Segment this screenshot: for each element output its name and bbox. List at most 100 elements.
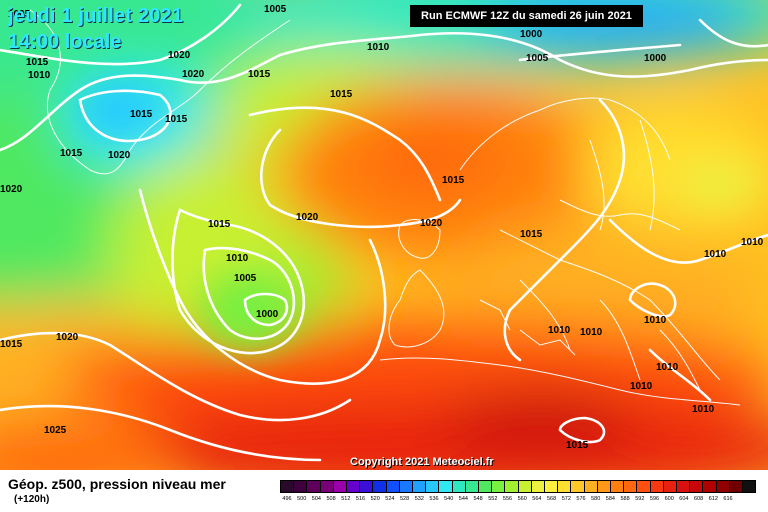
scale-tick-label: 580 (591, 496, 601, 502)
scale-swatch (557, 480, 572, 493)
isobar-label: 1010 (656, 362, 679, 373)
isobar-label: 1015 (442, 175, 465, 186)
isobar-label: 1015 (208, 219, 231, 230)
scale-tick-label: 496 (282, 496, 292, 502)
scale-swatch (636, 480, 651, 493)
isobar-label: 1015 (0, 339, 23, 350)
isobar-label: 1015 (26, 57, 49, 68)
scale-swatch (293, 480, 308, 493)
scale-swatch (385, 480, 400, 493)
isobar-label: 1015 (130, 109, 153, 120)
isobar-label: 1015 (330, 89, 353, 100)
scale-tick-label: 548 (473, 496, 483, 502)
isobar-label: 1010 (692, 404, 715, 415)
scale-tick-label: 528 (400, 496, 410, 502)
scale-tick-label: 532 (414, 496, 424, 502)
isobar-label: 1005 (8, 9, 31, 20)
map-canvas: 1005 1005 1020 1010 1020 1015 1010 1015 … (0, 0, 768, 470)
scale-swatch (398, 480, 413, 493)
isobar-label: 1020 (108, 150, 131, 161)
model-run-label: Run ECMWF 12Z du samedi 26 juin 2021 (410, 5, 643, 27)
scale-swatch (715, 480, 730, 493)
scale-tick-label: 568 (547, 496, 557, 502)
scale-swatch (583, 480, 598, 493)
scale-swatch (610, 480, 625, 493)
scale-swatch (649, 480, 664, 493)
forecast-time: 14:00 locale (8, 31, 122, 53)
scale-tick-label: 520 (370, 496, 380, 502)
isobar-label: 1010 (644, 315, 667, 326)
forecast-date: jeudi 1 juillet 2021 (8, 5, 184, 27)
isobar-label: 1015 (566, 440, 589, 451)
scale-tick-label: 536 (429, 496, 439, 502)
copyright-text: Copyright 2021 Meteociel.fr (350, 456, 494, 468)
isobar-labels: 1005 1005 1020 1010 1020 1015 1010 1015 … (0, 4, 764, 451)
scale-tick-label: 592 (635, 496, 645, 502)
scale-tick-label: 616 (723, 496, 733, 502)
scale-swatch (728, 480, 743, 493)
scale-tick-label: 544 (458, 496, 468, 502)
scale-swatch (438, 480, 453, 493)
isobar-label: 1015 (165, 114, 188, 125)
isobars (0, 3, 768, 462)
scale-tick-label: 516 (355, 496, 366, 502)
scale-swatch (689, 480, 704, 493)
scale-tick-label: 508 (326, 496, 336, 502)
isobar-label: 1000 (520, 29, 543, 40)
isobar-label: 1010 (580, 327, 603, 338)
scale-swatch (451, 480, 466, 493)
scale-tick-label: 596 (649, 496, 660, 502)
z500-color-field (0, 0, 768, 470)
scale-swatch (491, 480, 506, 493)
scale-tick-label: 608 (694, 496, 704, 502)
isobar-label: 1010 (367, 42, 390, 53)
isobar-label: 1000 (256, 309, 279, 320)
isobar-label: 1010 (548, 325, 571, 336)
scale-swatch (412, 480, 427, 493)
scale-tick-label: 572 (561, 496, 571, 502)
scale-swatch (623, 480, 638, 493)
isobar-label: 1010 (741, 237, 764, 248)
scale-swatch (280, 480, 295, 493)
isobar-label: 1015 (60, 148, 83, 159)
isobar-label: 1010 (704, 249, 727, 260)
isobar-label: 1020 (420, 218, 443, 229)
scale-swatch (530, 480, 545, 493)
scale-tick-label: 584 (605, 496, 615, 502)
isobar-label: 1015 (520, 229, 543, 240)
isobar-label: 1020 (296, 212, 319, 223)
scale-tick-label: 576 (576, 496, 586, 502)
scale-swatch (464, 480, 479, 493)
color-scale: 496 500 504 508 512 516 520 524 528 532 536 540 544 5… (280, 480, 757, 508)
scale-tick-label: 500 (297, 496, 307, 502)
isobar-label: 1000 (644, 53, 667, 64)
scale-swatch (702, 480, 717, 493)
isobar-label: 1020 (0, 184, 23, 195)
isobar-label: 1005 (264, 4, 287, 15)
scale-tick-label: 600 (664, 496, 674, 502)
weather-map: 1005 1005 1020 1010 1020 1015 1010 1015 … (0, 0, 768, 470)
scale-tick-label: 556 (502, 496, 513, 502)
scale-swatch (504, 480, 519, 493)
scale-swatch (346, 480, 361, 493)
isobar-label: 1010 (28, 70, 51, 81)
isobar-label: 1025 (44, 425, 67, 436)
scale-swatch (372, 480, 387, 493)
forecast-lead-time: (+120h) (14, 494, 50, 505)
coastlines (29, 9, 741, 406)
scale-swatch (676, 480, 691, 493)
scale-swatch (596, 480, 611, 493)
legend-panel: Géop. z500, pression niveau mer (+120h) … (0, 470, 768, 512)
scale-tick-label: 564 (532, 496, 542, 502)
scale-tick-label: 612 (708, 496, 718, 502)
legend-title: Géop. z500, pression niveau mer (8, 476, 226, 492)
scale-swatch (306, 480, 321, 493)
scale-swatch (544, 480, 559, 493)
scale-swatch (517, 480, 532, 493)
scale-tick-label: 560 (517, 496, 527, 502)
scale-swatch (425, 480, 440, 493)
isobar-label: 1020 (56, 332, 79, 343)
scale-swatch (319, 480, 334, 493)
scale-tick-label: 588 (620, 496, 630, 502)
scale-swatch (570, 480, 585, 493)
